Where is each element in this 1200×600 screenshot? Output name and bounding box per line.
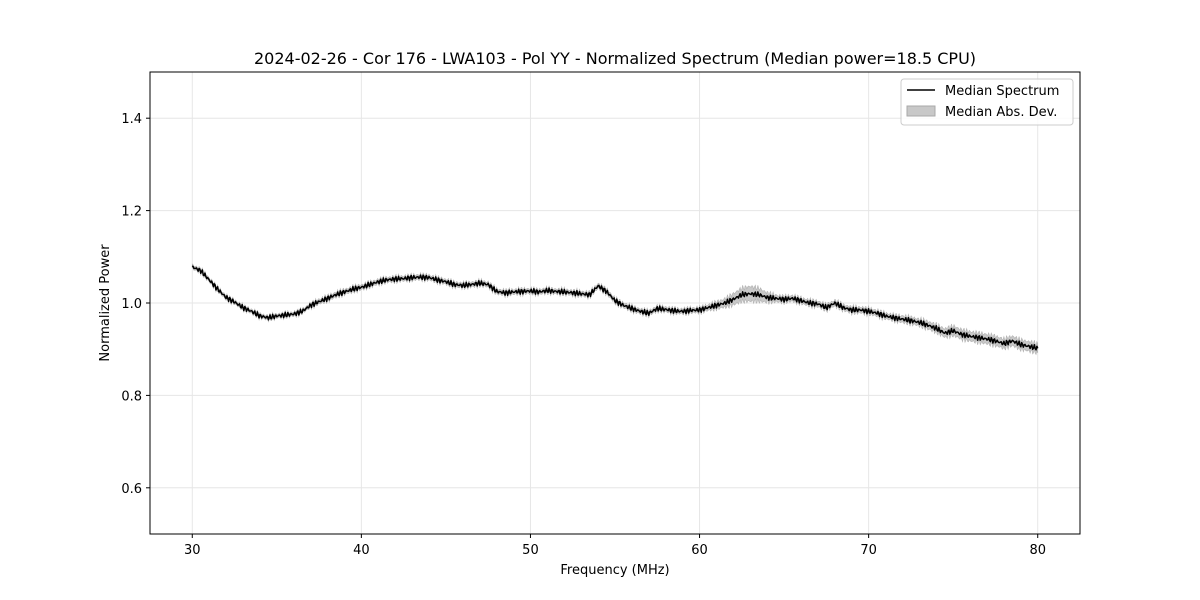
legend-label-median-abs-dev: Median Abs. Dev.	[945, 105, 1057, 120]
legend-label-median-spectrum: Median Spectrum	[945, 84, 1059, 99]
y-tick-label: 0.8	[121, 389, 142, 404]
x-tick-label: 70	[860, 543, 877, 558]
y-tick-label: 1.4	[121, 112, 142, 127]
x-tick-label: 40	[353, 543, 370, 558]
chart-title: 2024-02-26 - Cor 176 - LWA103 - Pol YY -…	[254, 49, 976, 68]
x-axis-ticks: 30 40 50 60 70 80	[184, 534, 1046, 558]
legend: Median Spectrum Median Abs. Dev.	[900, 78, 1074, 126]
y-axis-label: Normalized Power	[98, 244, 113, 362]
legend-band-swatch	[906, 105, 936, 117]
x-tick-label: 30	[184, 543, 201, 558]
median-spectrum-line	[191, 265, 1039, 351]
y-axis-ticks: 0.6 0.8 1.0 1.2 1.4	[121, 112, 150, 497]
y-tick-label: 0.6	[121, 482, 142, 497]
legend-box	[900, 78, 1074, 126]
x-tick-label: 80	[1029, 543, 1046, 558]
x-axis-label: Frequency (MHz)	[560, 563, 669, 578]
x-tick-label: 60	[691, 543, 708, 558]
y-tick-label: 1.2	[121, 205, 142, 220]
y-tick-label: 1.0	[121, 297, 142, 312]
median-line-layer	[191, 265, 1039, 351]
x-tick-label: 50	[522, 543, 539, 558]
